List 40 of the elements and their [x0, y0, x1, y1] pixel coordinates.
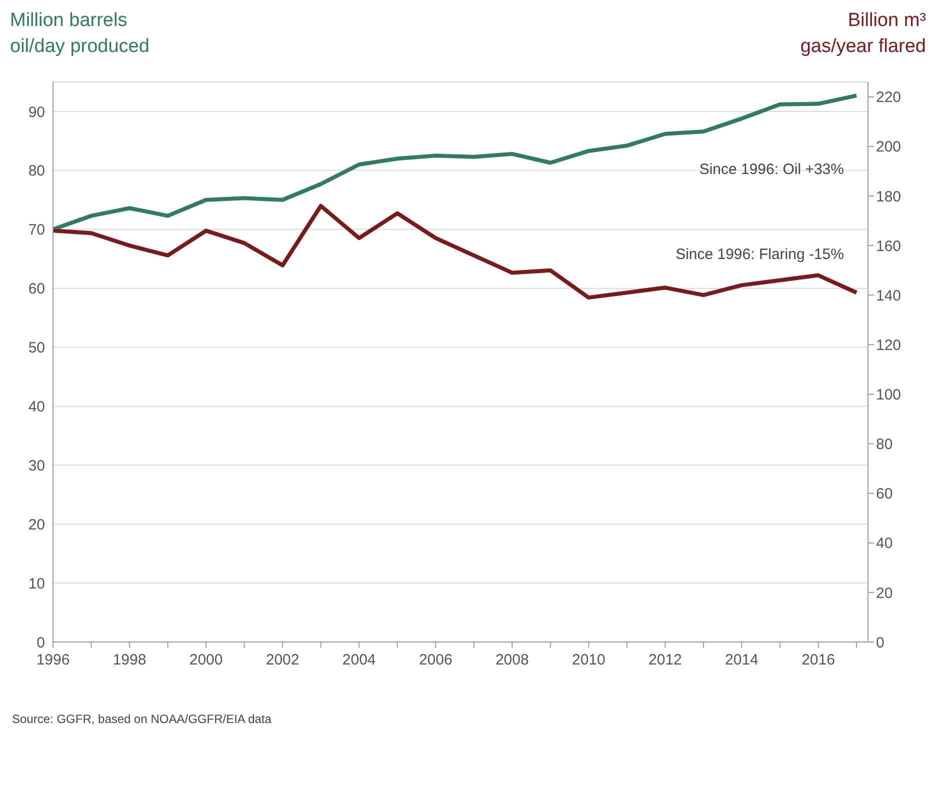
x-tick-label: 1998 [112, 652, 146, 669]
x-tick-label: 2000 [189, 652, 223, 669]
y2-tick-label: 140 [876, 287, 902, 304]
y-tick-label: 80 [28, 162, 45, 180]
y2-tick-label: 160 [876, 238, 902, 255]
y-tick-label: 60 [28, 280, 45, 298]
x-tick-label: 2004 [342, 652, 376, 669]
y-tick-label: 40 [28, 398, 45, 416]
y-axis-title: Million barrels oil/day produced [10, 9, 150, 59]
annotation: Since 1996: Oil +33% [699, 161, 844, 179]
y-tick-label: 70 [28, 222, 45, 239]
y2-tick-label: 120 [876, 336, 902, 354]
y-tick-label: 10 [28, 575, 45, 592]
y-tick-label: 0 [36, 634, 45, 652]
x-tick-label: 2010 [572, 652, 606, 669]
x-tick-label: 2002 [266, 652, 300, 669]
y-tick-label: 90 [28, 104, 45, 121]
y2-axis-title: Billion m³ gas/year flared [800, 9, 926, 59]
y2-tick-label: 220 [876, 89, 902, 106]
x-tick-label: 2016 [802, 652, 835, 669]
source-note: Source: GGFR, based on NOAA/GGFR/EIA data [11, 712, 272, 726]
x-tick-label: 1996 [36, 652, 70, 669]
y2-tick-label: 80 [876, 436, 893, 454]
y-tick-label: 50 [28, 340, 45, 357]
y2-tick-label: 200 [876, 138, 902, 156]
line-series [53, 204, 859, 300]
y-tick-label: 30 [28, 457, 45, 474]
y2-tick-label: 180 [876, 188, 902, 206]
annotation: Since 1996: Flaring -15% [676, 246, 844, 264]
y-tick-label: 20 [28, 516, 45, 534]
y2-tick-label: 20 [876, 584, 893, 602]
y2-tick-label: 100 [876, 386, 902, 404]
y2-tick-label: 40 [876, 535, 893, 552]
x-tick-label: 2014 [725, 652, 758, 669]
x-tick-label: 2006 [418, 652, 452, 669]
y2-tick-label: 60 [876, 486, 893, 503]
y2-tick-label: 0 [876, 634, 884, 652]
line-series [53, 94, 859, 232]
x-tick-label: 2012 [648, 652, 682, 669]
x-tick-label: 2008 [495, 652, 529, 669]
